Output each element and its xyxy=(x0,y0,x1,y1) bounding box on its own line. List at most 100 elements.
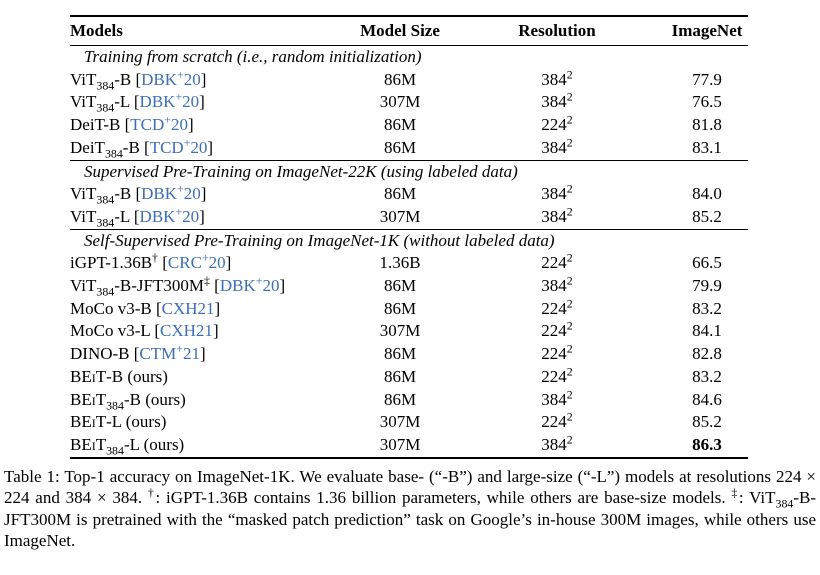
imagenet-accuracy-cell: 83.2 xyxy=(692,298,722,318)
citation-link[interactable]: DBK+20 xyxy=(141,181,201,204)
model-cell: ViT384-L [DBK+20] xyxy=(70,89,205,115)
resolution-cell: 2242 xyxy=(541,250,573,273)
model-cell: ViT384-B [DBK+20] xyxy=(70,67,207,93)
table-row: MoCo v3-L [CXH21] 307M 2242 84.1 xyxy=(70,320,748,343)
citation-link[interactable]: CRC+20 xyxy=(167,250,226,273)
resolution-cell: 2242 xyxy=(541,409,573,432)
resolution-cell: 2242 xyxy=(541,296,573,318)
imagenet-accuracy-cell: 76.5 xyxy=(692,92,722,112)
section-header-row: Training from scratch (i.e., random init… xyxy=(70,46,748,69)
column-header-model-size: Model Size xyxy=(360,21,440,40)
model-size-cell: 86M xyxy=(383,366,417,386)
section-title: Training from scratch (i.e., random init… xyxy=(84,47,422,66)
resolution-cell: 3842 xyxy=(541,273,573,296)
imagenet-accuracy-cell: 77.9 xyxy=(692,69,722,89)
table-row: BEiT384-B (ours) 86M 3842 84.6 xyxy=(70,386,748,412)
citation-link[interactable]: CXH21 xyxy=(160,321,213,341)
citation-link[interactable]: DBK+20 xyxy=(139,204,200,226)
column-header-models: Models xyxy=(70,21,123,40)
resolution-cell: 2242 xyxy=(541,318,573,341)
model-cell: ViT384-B [DBK+20] xyxy=(70,181,207,207)
section-header-row: Supervised Pre-Training on ImageNet-22K … xyxy=(70,160,748,183)
column-header-resolution: Resolution xyxy=(518,21,596,40)
model-size-cell: 86M xyxy=(383,115,417,135)
model-cell: MoCo v3-L [CXH21] xyxy=(70,321,219,341)
citation-link[interactable]: DBK+20 xyxy=(139,89,200,112)
table-row: BEiT-L (ours) 307M 2242 85.2 xyxy=(70,411,748,434)
resolution-cell: 2242 xyxy=(541,112,573,135)
model-size-cell: 86M xyxy=(383,298,417,318)
table-row: DINO-B [CTM+21] 86M 2242 82.8 xyxy=(70,343,748,366)
table-header-row: Models Model Size Resolution ImageNet xyxy=(70,16,748,46)
imagenet-accuracy-cell: 86.3 xyxy=(692,434,722,454)
table-caption: Table 1: Top-1 accuracy on ImageNet-1K. … xyxy=(4,466,817,551)
section-header-row: Self-Supervised Pre-Training on ImageNet… xyxy=(70,229,748,252)
model-cell: ViT384-L [DBK+20] xyxy=(70,204,205,230)
column-header-imagenet: ImageNet xyxy=(671,21,743,40)
imagenet-accuracy-cell: 81.8 xyxy=(692,115,722,135)
table-row: iGPT-1.36B† [CRC+20] 1.36B 2242 66.5 xyxy=(70,252,748,275)
model-cell: DeiT384-B [TCD+20] xyxy=(70,135,214,161)
imagenet-accuracy-cell: 84.6 xyxy=(692,389,722,409)
resolution-cell: 3842 xyxy=(541,135,573,157)
model-cell: BEiT-L (ours) xyxy=(70,412,167,432)
model-cell: ViT384-B-JFT300M‡ [DBK+20] xyxy=(70,273,286,299)
model-cell: DeiT-B [TCD+20] xyxy=(70,112,194,135)
model-size-cell: 307M xyxy=(379,321,421,341)
resolution-cell: 3842 xyxy=(541,204,573,226)
table-row: ViT384-L [DBK+20] 307M 3842 76.5 xyxy=(70,91,748,114)
imagenet-accuracy-cell: 85.2 xyxy=(692,412,722,432)
model-cell: DINO-B [CTM+21] xyxy=(70,341,206,364)
table-row: DeiT384-B [TCD+20] 86M 3842 83.1 xyxy=(70,135,748,161)
table-row: ViT384-L [DBK+20] 307M 3842 85.2 xyxy=(70,204,748,230)
model-size-cell: 307M xyxy=(379,92,421,112)
imagenet-accuracy-cell: 83.1 xyxy=(692,137,722,157)
section-title: Supervised Pre-Training on ImageNet-22K … xyxy=(84,161,518,181)
model-cell: BEiT384-B (ours) xyxy=(70,389,186,412)
model-size-cell: 86M xyxy=(383,184,417,204)
citation-link[interactable]: CXH21 xyxy=(161,298,215,318)
model-size-cell: 1.36B xyxy=(379,253,421,273)
model-cell: BEiT384-L (ours) xyxy=(70,434,185,458)
citation-link[interactable]: DBK+20 xyxy=(219,273,280,296)
table-row: BEiT-B (ours) 86M 2242 83.2 xyxy=(70,364,748,389)
resolution-cell: 3842 xyxy=(541,432,573,454)
model-size-cell: 86M xyxy=(383,137,417,157)
citation-link[interactable]: TCD+20 xyxy=(149,135,208,157)
model-size-cell: 307M xyxy=(379,206,421,226)
imagenet-accuracy-cell: 66.5 xyxy=(692,253,722,273)
table-section: Supervised Pre-Training on ImageNet-22K … xyxy=(70,160,748,230)
table-row: ViT384-B-JFT300M‡ [DBK+20] 86M 3842 79.9 xyxy=(70,273,748,299)
imagenet-accuracy-cell: 79.9 xyxy=(692,276,722,296)
model-size-cell: 307M xyxy=(379,434,421,454)
model-size-cell: 307M xyxy=(379,412,421,432)
section-title: Self-Supervised Pre-Training on ImageNet… xyxy=(84,230,555,250)
resolution-cell: 3842 xyxy=(541,89,573,112)
table-row: DeiT-B [TCD+20] 86M 2242 81.8 xyxy=(70,114,748,137)
table-row: BEiT384-L (ours) 307M 3842 86.3 xyxy=(70,432,748,458)
table-section: Self-Supervised Pre-Training on ImageNet… xyxy=(70,229,748,458)
imagenet-accuracy-cell: 82.8 xyxy=(692,344,722,364)
model-cell: BEiT-B (ours) xyxy=(70,366,168,386)
citation-link[interactable]: TCD+20 xyxy=(130,112,188,135)
citation-link[interactable]: DBK+20 xyxy=(141,67,201,89)
model-size-cell: 86M xyxy=(383,344,417,364)
results-table: Models Model Size Resolution ImageNet Tr… xyxy=(70,15,748,459)
resolution-cell: 3842 xyxy=(541,67,573,89)
imagenet-accuracy-cell: 84.1 xyxy=(692,321,722,341)
resolution-cell: 2242 xyxy=(541,364,573,386)
imagenet-accuracy-cell: 83.2 xyxy=(692,366,722,386)
table-section: Training from scratch (i.e., random init… xyxy=(70,46,748,161)
model-size-cell: 86M xyxy=(383,276,417,296)
table-row: MoCo v3-B [CXH21] 86M 2242 83.2 xyxy=(70,296,748,321)
model-size-cell: 86M xyxy=(383,69,417,89)
resolution-cell: 3842 xyxy=(541,181,573,204)
citation-link[interactable]: CTM+21 xyxy=(139,341,200,364)
table-row: ViT384-B [DBK+20] 86M 3842 77.9 xyxy=(70,67,748,93)
model-cell: iGPT-1.36B† [CRC+20] xyxy=(70,250,232,273)
model-cell: MoCo v3-B [CXH21] xyxy=(70,298,221,318)
imagenet-accuracy-cell: 84.0 xyxy=(692,184,722,204)
resolution-cell: 3842 xyxy=(541,386,573,409)
table-row: ViT384-B [DBK+20] 86M 3842 84.0 xyxy=(70,183,748,206)
